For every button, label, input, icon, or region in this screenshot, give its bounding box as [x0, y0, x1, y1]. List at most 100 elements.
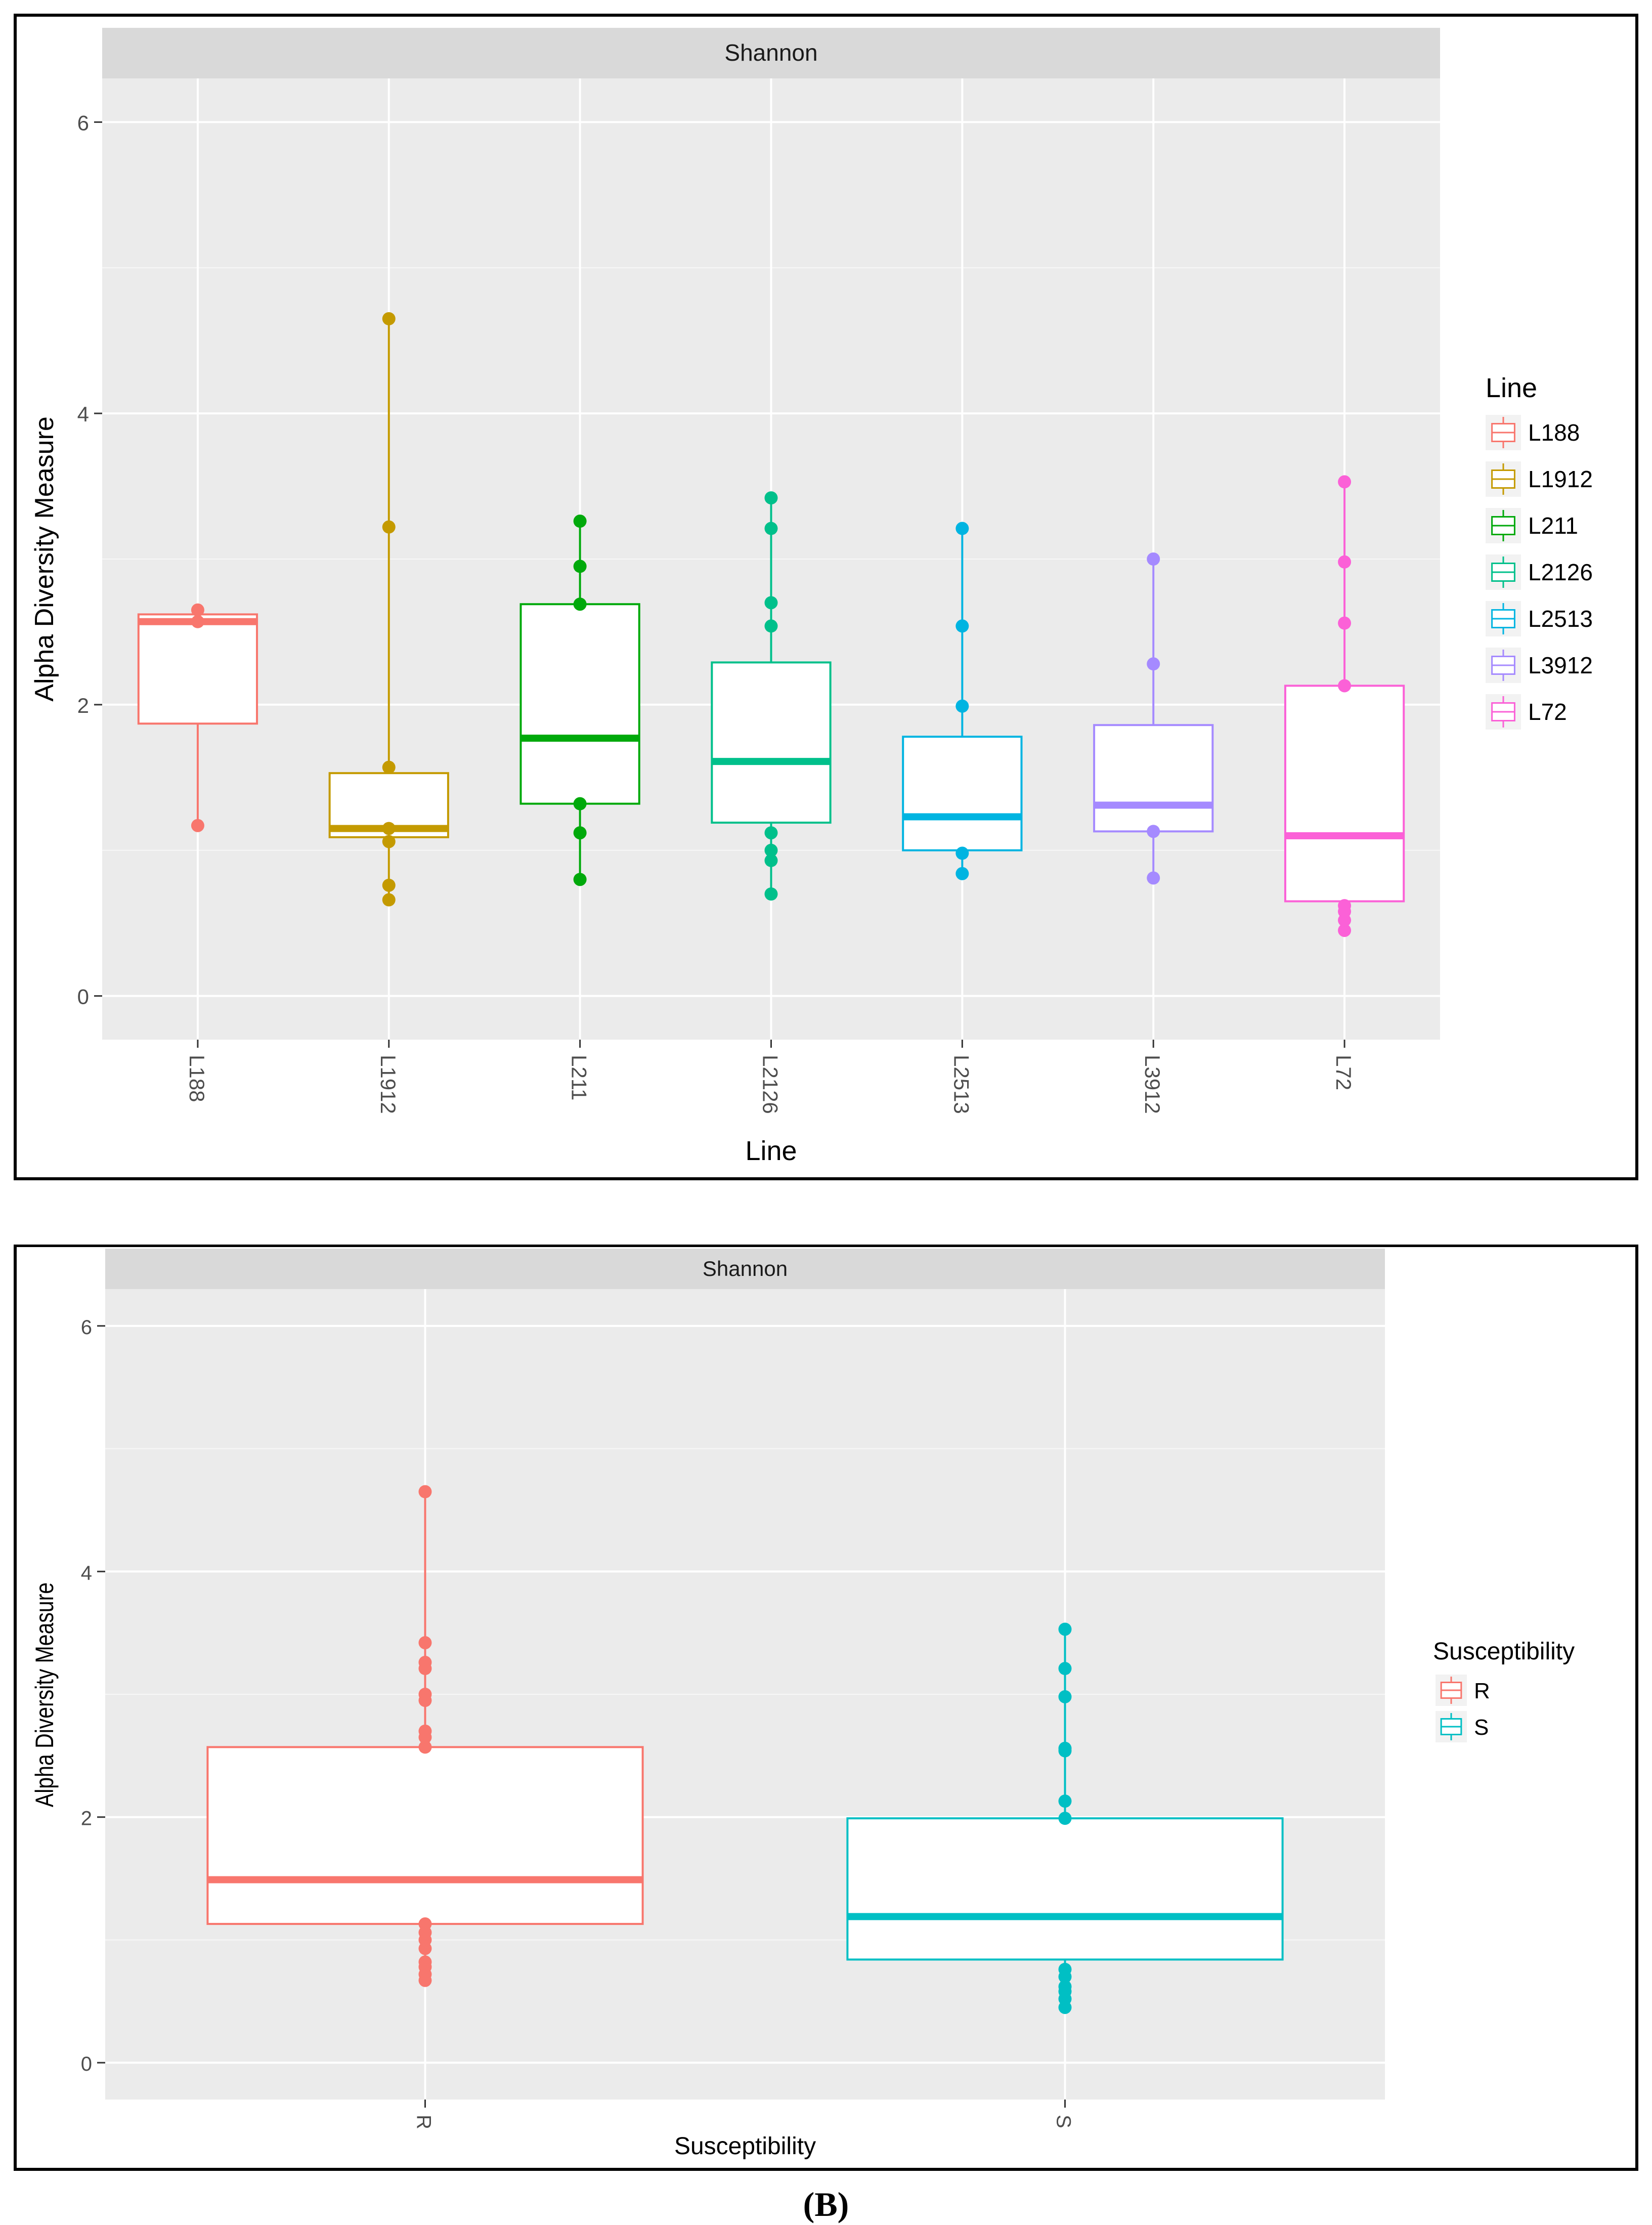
- data-point: [573, 515, 587, 528]
- data-point: [382, 835, 396, 848]
- data-point: [573, 597, 587, 611]
- data-point: [1338, 616, 1352, 630]
- chart-b-strip-label: Shannon: [703, 1257, 788, 1280]
- chart-a-boxes: [137, 312, 1405, 937]
- data-point: [418, 1740, 432, 1754]
- legend-label: L72: [1528, 699, 1567, 725]
- box-iqr: [206, 1746, 644, 1925]
- box-iqr: [1284, 684, 1405, 903]
- chart-b-legend-title: Susceptibility: [1433, 1638, 1575, 1665]
- legend-item-L211: L211: [1486, 508, 1578, 543]
- chart-b-strip: [105, 1249, 1385, 1289]
- data-point: [1058, 1980, 1072, 1993]
- data-point: [1147, 552, 1160, 566]
- data-point: [1338, 475, 1352, 489]
- chart-a-y-ticks: 0 2 4 6: [77, 111, 102, 1009]
- y-tick-label: 2: [77, 694, 89, 717]
- legend-item-L2513: L2513: [1486, 601, 1593, 636]
- y-tick-label: 4: [77, 402, 89, 426]
- box-iqr: [711, 661, 832, 824]
- data-point: [1147, 825, 1160, 838]
- data-point: [191, 603, 204, 617]
- legend-label: L188: [1528, 419, 1580, 446]
- data-point: [764, 596, 778, 610]
- chart-a-legend: L188 L1912 L211 L2126 L2513 L3912 L72: [1486, 415, 1593, 730]
- data-point: [573, 560, 587, 573]
- y-tick-label: 0: [77, 985, 89, 1009]
- chart-b-boxes: [206, 1485, 1284, 2014]
- chart-a-strip-label: Shannon: [724, 39, 817, 66]
- data-point: [382, 312, 396, 325]
- legend-item-L3912: L3912: [1486, 648, 1593, 683]
- data-point: [1147, 657, 1160, 671]
- data-point: [382, 822, 396, 835]
- data-point: [573, 873, 587, 886]
- data-point: [764, 491, 778, 505]
- box-L1912: [328, 312, 449, 907]
- legend-label: L1912: [1528, 466, 1593, 492]
- data-point: [573, 826, 587, 840]
- box-L211: [519, 515, 640, 886]
- data-point: [1338, 924, 1352, 937]
- x-tick-label: L3912: [1141, 1055, 1164, 1114]
- y-tick-label: 4: [81, 1562, 92, 1584]
- data-point: [418, 1688, 432, 1701]
- chart-a-x-ticks: L188 L1912 L211 L2126 L2513 L3912 L72: [185, 1040, 1356, 1114]
- data-point: [418, 1485, 432, 1499]
- chart-a-x-axis-label: Line: [745, 1136, 797, 1166]
- box-iqr: [519, 603, 640, 805]
- chart-a-y-axis-label: Alpha Diversity Measure: [30, 416, 59, 702]
- chart-a-legend-title: Line: [1486, 373, 1537, 403]
- data-point: [1058, 1812, 1072, 1825]
- legend-item-L188: L188: [1486, 415, 1580, 450]
- box-iqr: [902, 736, 1023, 851]
- data-point: [418, 1636, 432, 1650]
- data-point: [764, 843, 778, 857]
- legend-item-S: S: [1436, 1711, 1489, 1742]
- y-tick-label: 2: [81, 1808, 92, 1830]
- box-iqr: [137, 613, 258, 725]
- x-tick-label: L2126: [759, 1055, 782, 1114]
- data-point: [955, 522, 969, 535]
- data-point: [382, 760, 396, 774]
- box-L188: [137, 603, 258, 832]
- data-point: [418, 1655, 432, 1669]
- x-tick-label: R: [413, 2115, 435, 2129]
- data-point: [1058, 1962, 1072, 1976]
- data-point: [1338, 679, 1352, 693]
- x-tick-label: S: [1053, 2115, 1075, 2128]
- legend-label: S: [1474, 1715, 1489, 1740]
- data-point: [418, 1917, 432, 1931]
- chart-b-legend: RS: [1436, 1675, 1490, 1742]
- data-point: [764, 619, 778, 633]
- legend-label: R: [1474, 1679, 1490, 1703]
- data-point: [1338, 555, 1352, 569]
- data-point: [382, 893, 396, 907]
- legend-label: L2513: [1528, 606, 1593, 632]
- data-point: [764, 522, 778, 535]
- data-point: [1338, 899, 1352, 913]
- data-point: [955, 867, 969, 880]
- legend-item-R: R: [1436, 1675, 1490, 1706]
- box-iqr: [846, 1817, 1284, 1961]
- data-point: [1058, 1690, 1072, 1703]
- data-point: [191, 819, 204, 832]
- box-S: [846, 1622, 1284, 2014]
- data-point: [955, 699, 969, 713]
- x-tick-label: L72: [1332, 1055, 1356, 1090]
- box-L72: [1284, 475, 1405, 937]
- box-L2126: [711, 491, 832, 901]
- box-iqr: [1093, 724, 1214, 833]
- legend-label: L3912: [1528, 652, 1593, 678]
- chart-b-caption: (B): [803, 2185, 849, 2223]
- box-L2513: [902, 522, 1023, 880]
- data-point: [382, 520, 396, 534]
- data-point: [955, 846, 969, 860]
- data-point: [418, 1955, 432, 1969]
- data-point: [573, 797, 587, 810]
- chart-b-y-ticks: 0 2 4 6: [81, 1316, 105, 2075]
- x-tick-label: L1912: [376, 1055, 400, 1114]
- y-tick-label: 6: [81, 1316, 92, 1339]
